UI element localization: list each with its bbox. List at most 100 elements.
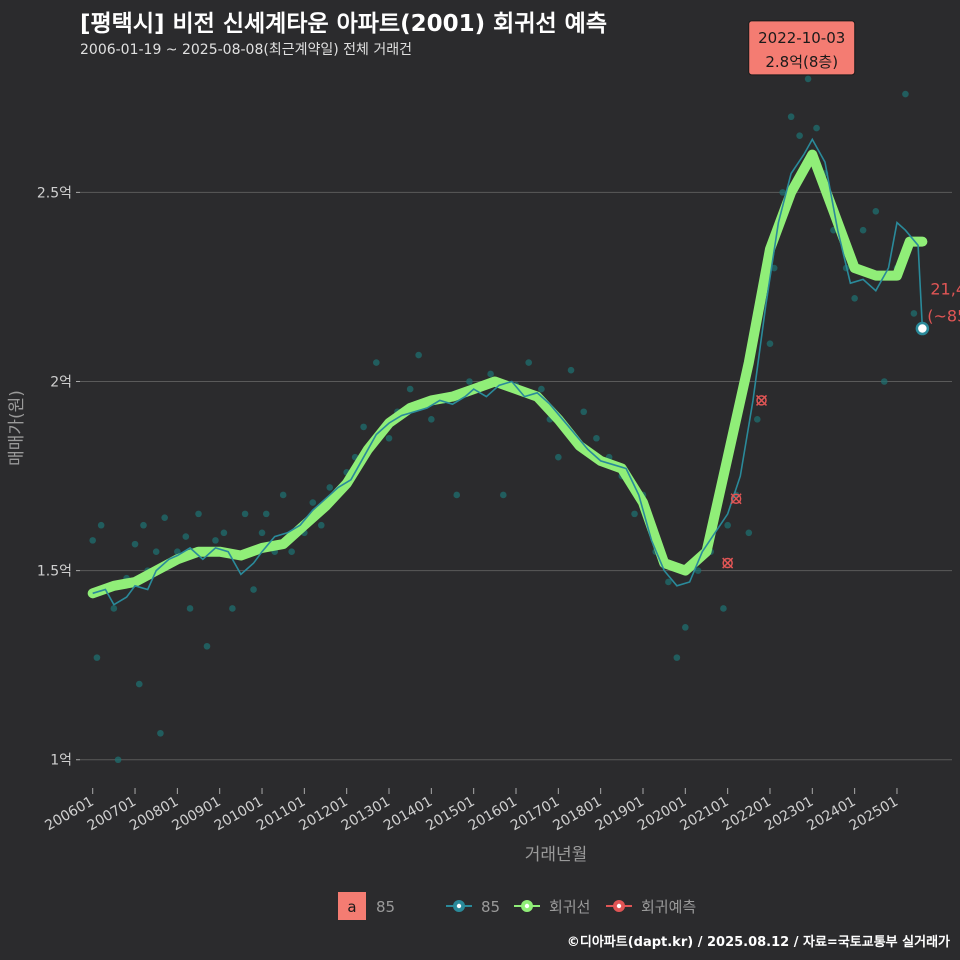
legend-fill-key-letter: a: [347, 898, 356, 916]
transaction-point: [114, 756, 122, 764]
transaction-point: [110, 605, 118, 612]
transaction-point: [880, 378, 888, 385]
transaction-point: [258, 529, 266, 537]
transaction-point: [872, 207, 880, 215]
transaction-point: [779, 189, 786, 196]
transaction-point: [580, 408, 588, 416]
legend-key-dot-center: [616, 903, 622, 909]
max-callout-box: [748, 20, 856, 76]
transaction-point: [279, 491, 287, 499]
transaction-point: [135, 680, 143, 688]
transaction-point: [902, 90, 909, 98]
last-transaction-marker: [915, 321, 930, 336]
transaction-point: [309, 499, 317, 506]
transaction-point: [186, 605, 194, 612]
prediction-marker: [722, 557, 733, 569]
max-callout-date: 2022-10-03: [758, 29, 845, 47]
transaction-point: [93, 654, 101, 661]
transaction-point: [804, 75, 812, 83]
transaction-point: [694, 567, 702, 574]
transaction-point: [140, 521, 147, 529]
transaction-point: [406, 385, 414, 393]
prediction-marker: [730, 493, 742, 505]
transaction-point: [766, 340, 774, 347]
transaction-point: [131, 540, 139, 548]
transaction-point: [174, 548, 181, 556]
transaction-point: [152, 548, 160, 556]
transaction-point: [195, 510, 202, 518]
footer-credit: ©디아파트(dapt.kr) / 2025.08.12 / 자료=국토교통부 실…: [566, 935, 950, 950]
transaction-point: [745, 529, 753, 537]
transaction-point: [428, 416, 435, 423]
transaction-point: [724, 521, 731, 529]
transaction-point: [229, 605, 236, 612]
y-tick-label: 2억: [50, 375, 72, 391]
x-axis-title: 거래년월: [525, 845, 588, 865]
transaction-point: [753, 416, 761, 423]
transaction-point: [453, 491, 461, 499]
transaction-point: [220, 529, 228, 537]
transaction-point: [813, 124, 820, 132]
transaction-point: [487, 370, 494, 378]
transaction-point: [373, 359, 380, 366]
transaction-point: [567, 366, 575, 374]
y-axis-title: 매매가(원): [7, 390, 27, 466]
transaction-point: [851, 294, 858, 302]
max-callout-price: 2.8억(8층): [765, 53, 838, 71]
prediction-cross: [730, 493, 742, 505]
legend-item-label: 회귀선: [549, 898, 590, 916]
y-tick-label: 1억: [50, 753, 72, 769]
transaction-point: [262, 510, 270, 518]
transaction-point: [157, 729, 164, 737]
transaction-point: [796, 132, 803, 139]
transaction-point: [555, 453, 562, 461]
transaction-point: [212, 537, 219, 544]
transaction-point: [682, 624, 689, 631]
transaction-point: [288, 548, 295, 556]
transaction-point: [326, 484, 334, 491]
last-price-label: 21,400: [930, 280, 960, 299]
y-tick-label: 1.5억: [37, 564, 72, 580]
transaction-point: [241, 510, 249, 518]
transaction-point: [859, 226, 867, 234]
transaction-point: [182, 533, 190, 540]
transaction-point: [720, 605, 727, 612]
prediction-marker: [756, 395, 767, 406]
transaction-point: [203, 642, 211, 650]
transaction-point: [673, 654, 681, 661]
transaction-point: [97, 521, 105, 529]
chart-subtitle: 2006-01-19 ~ 2025-08-08(최근계약일) 전체 거래건: [80, 42, 412, 58]
transaction-point: [593, 434, 600, 442]
transaction-point: [631, 510, 638, 518]
legend-key-dot-center: [524, 903, 530, 909]
series-85-line: [92, 137, 924, 606]
transaction-point: [385, 434, 393, 442]
transaction-point: [525, 359, 532, 366]
transaction-point: [538, 385, 545, 393]
y-tick-label: 2.5억: [37, 185, 72, 201]
transaction-point: [317, 521, 325, 529]
transaction-point: [161, 514, 168, 521]
last-area-label: (~85㎡): [927, 307, 960, 326]
transaction-point: [415, 351, 422, 359]
prediction-cross: [755, 394, 768, 406]
legend-item-label: 85: [481, 898, 500, 916]
regression-line: [87, 149, 928, 599]
transaction-point: [665, 578, 672, 586]
transaction-point: [250, 586, 257, 593]
transaction-point: [466, 378, 473, 385]
transaction-point: [770, 264, 778, 272]
prediction-cross: [722, 557, 734, 569]
legend-fill-key-label: 85: [376, 898, 395, 916]
chart-title: [평택시] 비전 신세계타운 아파트(2001) 회귀선 예측: [80, 11, 607, 37]
transaction-point: [360, 423, 367, 431]
transaction-point: [500, 491, 507, 499]
transaction-point: [910, 310, 918, 317]
transaction-point: [89, 537, 96, 544]
legend-item-label: 회귀예측: [641, 898, 696, 916]
legend-fill-key: [338, 892, 366, 920]
transaction-point: [787, 113, 795, 121]
x-tick-label: 202501: [847, 794, 901, 835]
legend-key-dot-center: [456, 903, 462, 909]
